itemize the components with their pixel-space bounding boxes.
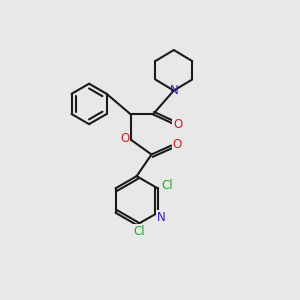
Text: Cl: Cl (161, 179, 173, 192)
Text: N: N (169, 84, 178, 97)
Text: O: O (173, 138, 182, 151)
Text: O: O (120, 132, 129, 145)
Text: N: N (157, 211, 166, 224)
Text: Cl: Cl (134, 225, 146, 238)
Text: O: O (173, 118, 182, 131)
